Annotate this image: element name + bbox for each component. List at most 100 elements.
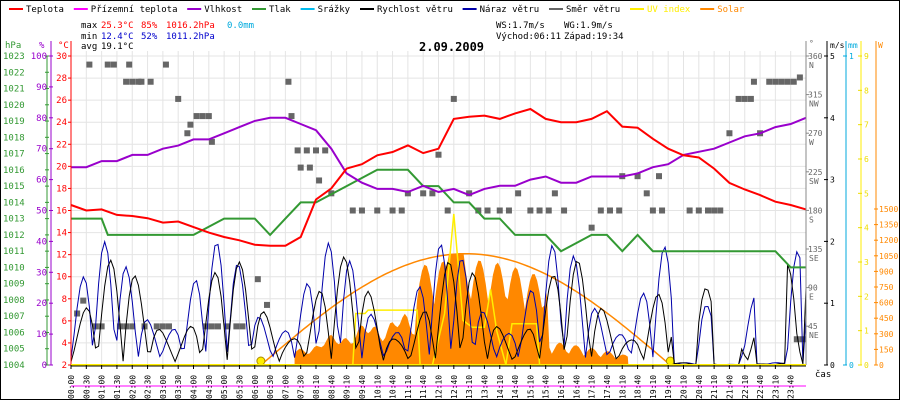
- legend-label: Rychlost větru: [377, 5, 453, 15]
- wind-direction-point: [398, 207, 405, 214]
- wind-direction-point: [475, 207, 482, 214]
- direction-tick-name: SE: [809, 254, 819, 263]
- wind-direction-point: [545, 207, 552, 214]
- wind-direction-point: [104, 61, 111, 68]
- wind-direction-point: [110, 61, 117, 68]
- wind-direction-point: [374, 207, 381, 214]
- wind-speed-line: [70, 255, 807, 366]
- wind-direction-point: [766, 78, 773, 85]
- wind-direction-point: [313, 147, 319, 154]
- rain-tick-label: 1: [849, 52, 854, 61]
- wind-direction-point: [254, 276, 261, 283]
- humidity-tick-label: 20: [36, 299, 47, 309]
- x-tick-label: 21:10: [710, 375, 719, 399]
- wind-direction-point: [695, 207, 702, 214]
- wind-direction-point: [750, 78, 757, 85]
- wind-direction-point: [129, 323, 136, 330]
- direction-tick-value: 90: [808, 284, 818, 293]
- uv-tick-label: 6: [864, 155, 869, 164]
- x-axis: 00:00 00:30 01:00 01:30 02:00 02:30 03:00 03:30…: [67, 365, 806, 399]
- legend-label: Směr větru: [566, 5, 620, 15]
- wind-direction-point: [790, 78, 797, 85]
- pressure-tick-label: 1023: [3, 52, 25, 62]
- uv-tick-label: 5: [864, 189, 869, 198]
- direction-tick-value: 225: [808, 168, 823, 177]
- temperature-tick-label: 4: [62, 339, 67, 349]
- pressure-tick-label: 1019: [3, 117, 25, 127]
- x-tick-label: 09:10: [343, 375, 352, 399]
- wind-direction-point: [175, 95, 182, 102]
- x-tick-label: 01:00: [98, 375, 107, 399]
- solar-tick-label: 450: [879, 314, 894, 323]
- direction-tick-value: 315: [808, 91, 823, 100]
- temperature-tick-label: 2: [62, 361, 67, 371]
- solar-tick-label: 0: [879, 361, 884, 370]
- humidity-tick-label: 70: [36, 145, 47, 155]
- wind-direction-point: [215, 323, 221, 330]
- wind-direction-point: [404, 190, 411, 197]
- x-tick-label: 17:40: [603, 375, 612, 399]
- wind-direction-point: [466, 190, 473, 197]
- stats-max-temp: 25.3°C: [101, 21, 134, 31]
- x-tick-label: 10:40: [389, 375, 398, 399]
- stats-max-label: max: [81, 21, 98, 31]
- uv-tick-label: 7: [864, 121, 869, 130]
- humidity-tick-label: 0: [42, 361, 47, 371]
- wind-direction-point: [616, 207, 623, 214]
- direction-tick-name: E: [809, 293, 814, 302]
- pressure-tick-label: 1016: [3, 166, 25, 176]
- rain-tick-label: 0: [849, 361, 854, 370]
- x-tick-label: 14:10: [496, 375, 505, 399]
- wind-direction-point: [515, 190, 522, 197]
- wind-direction-point: [429, 190, 436, 197]
- temperature-tick-label: 24: [56, 118, 67, 128]
- legend-label: Solar: [717, 5, 745, 15]
- wind-direction-point: [208, 323, 215, 330]
- temperature-tick-label: 12: [56, 251, 67, 261]
- x-tick-label: 01:30: [113, 375, 122, 399]
- temperature-tick-label: 18: [56, 184, 67, 194]
- pressure-tick-label: 1010: [3, 263, 25, 273]
- temperature-tick-label: 28: [56, 74, 67, 84]
- solar-axis-unit: W: [878, 41, 883, 50]
- x-tick-label: 20:40: [695, 375, 704, 399]
- temperature-tick-label: 30: [56, 52, 67, 62]
- x-tick-label: 03:00: [159, 375, 168, 399]
- solar-tick-label: 600: [879, 299, 894, 308]
- x-tick-label: 22:40: [756, 375, 765, 399]
- legend-label: Srážky: [318, 5, 351, 15]
- x-tick-label: 19:40: [664, 375, 673, 399]
- wind-direction-point: [597, 207, 604, 214]
- stats-ws: WS:1.7m/s: [496, 21, 545, 31]
- x-tick-label: 02:30: [144, 375, 153, 399]
- wind-direction-point: [74, 310, 81, 317]
- legend-label: Přízemní teplota: [91, 5, 178, 15]
- x-axis-label: čas: [815, 369, 831, 380]
- wind-tick-label: 1: [830, 299, 835, 308]
- wind-direction-point: [551, 190, 558, 197]
- pressure-tick-label: 1006: [3, 328, 25, 338]
- uv-line: [352, 213, 541, 366]
- uv-tick-label: 4: [864, 224, 869, 233]
- wind-direction-point: [450, 95, 457, 102]
- x-tick-label: 12:40: [450, 375, 459, 399]
- wind-direction-point: [306, 164, 313, 171]
- wind-direction-point: [643, 190, 650, 197]
- pressure-tick-label: 1008: [3, 296, 25, 306]
- wind-direction-point: [735, 95, 742, 102]
- wind-direction-point: [294, 147, 301, 154]
- x-tick-label: 14:40: [511, 375, 520, 399]
- wind-direction-point: [153, 323, 160, 330]
- humidity-tick-label: 80: [36, 114, 47, 124]
- wind-tick-label: 4: [830, 114, 835, 123]
- x-tick-label: 23:40: [787, 375, 796, 399]
- x-tick-label: 02:00: [128, 375, 137, 399]
- pressure-tick-label: 1005: [3, 345, 25, 355]
- wind-tick-label: 2: [830, 237, 835, 246]
- uv-tick-label: 8: [864, 86, 869, 95]
- wind-direction-point: [793, 336, 800, 343]
- pressure-tick-label: 1009: [3, 280, 25, 290]
- direction-tick-name: SW: [809, 177, 819, 186]
- wind-direction-point: [316, 177, 323, 184]
- wind-direction-point: [349, 207, 356, 214]
